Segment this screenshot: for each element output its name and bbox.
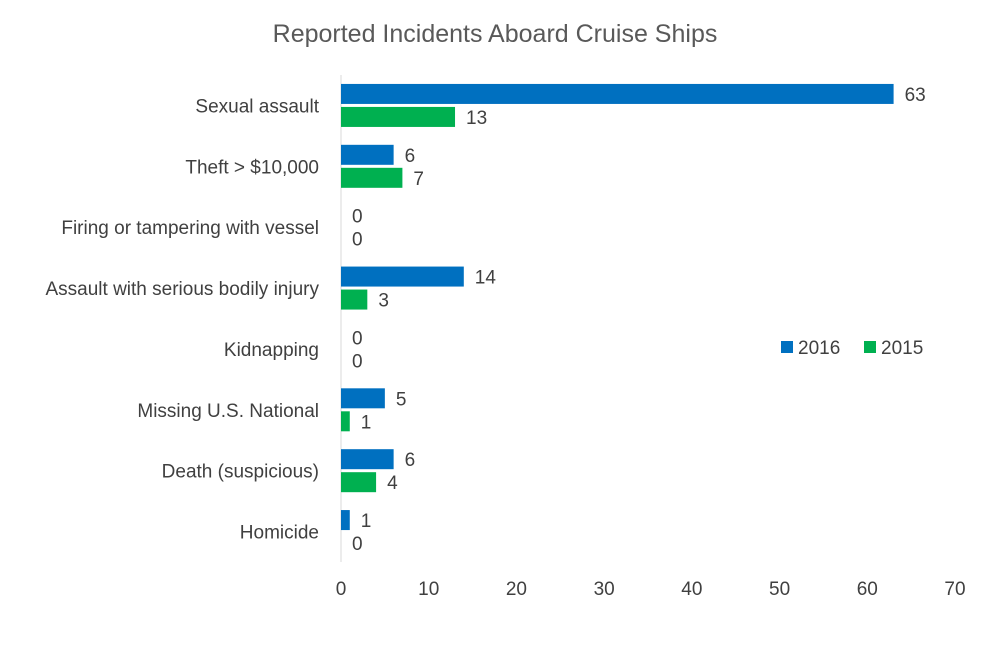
bar-2015 bbox=[341, 411, 350, 432]
category-label: Missing U.S. National bbox=[137, 401, 319, 422]
bar-2015 bbox=[341, 472, 377, 493]
x-tick-label: 20 bbox=[506, 579, 527, 600]
data-label: 0 bbox=[352, 328, 363, 349]
category-label: Assault with serious bodily injury bbox=[45, 279, 319, 300]
bar-2015 bbox=[341, 289, 368, 310]
data-label: 13 bbox=[466, 108, 487, 129]
legend-swatch-2015 bbox=[864, 341, 876, 353]
category-label: Theft > $10,000 bbox=[185, 157, 319, 178]
legend: 2016 2015 bbox=[781, 338, 923, 359]
bar-2016 bbox=[341, 388, 385, 409]
bar-2016 bbox=[341, 266, 464, 287]
legend-swatch-2016 bbox=[781, 341, 793, 353]
data-label: 5 bbox=[396, 389, 407, 410]
x-tick-label: 60 bbox=[857, 579, 878, 600]
data-label: 4 bbox=[387, 473, 398, 494]
bar-2016 bbox=[341, 449, 394, 470]
x-tick-label: 50 bbox=[769, 579, 790, 600]
bar-2016 bbox=[341, 144, 394, 165]
data-label: 14 bbox=[475, 268, 497, 289]
data-label: 0 bbox=[352, 207, 363, 228]
legend-label: 2015 bbox=[881, 338, 923, 359]
x-tick-label: 70 bbox=[944, 579, 965, 600]
category-label: Firing or tampering with vessel bbox=[61, 218, 319, 239]
category-label: Homicide bbox=[240, 523, 319, 544]
bar-2016 bbox=[341, 510, 350, 531]
category-label: Death (suspicious) bbox=[162, 462, 319, 483]
data-label: 63 bbox=[905, 85, 926, 106]
data-label: 7 bbox=[413, 169, 424, 190]
x-tick-label: 0 bbox=[336, 579, 347, 600]
category-label: Sexual assault bbox=[195, 96, 319, 117]
x-tick-label: 10 bbox=[418, 579, 439, 600]
data-label: 1 bbox=[361, 511, 372, 532]
data-label: 6 bbox=[405, 146, 416, 167]
category-label: Kidnapping bbox=[224, 340, 319, 361]
bar-2015 bbox=[341, 106, 456, 127]
x-tick-label: 30 bbox=[594, 579, 615, 600]
data-label: 3 bbox=[378, 291, 389, 312]
bar-2015 bbox=[341, 167, 403, 188]
data-label: 0 bbox=[352, 534, 363, 555]
data-label: 1 bbox=[361, 412, 372, 433]
data-label: 0 bbox=[352, 351, 363, 372]
x-tick-label: 40 bbox=[681, 579, 702, 600]
data-label: 6 bbox=[405, 450, 416, 471]
chart-title: Reported Incidents Aboard Cruise Ships bbox=[273, 20, 718, 48]
data-label: 0 bbox=[352, 230, 363, 251]
legend-label: 2016 bbox=[798, 338, 840, 359]
bar-2016 bbox=[341, 83, 894, 104]
